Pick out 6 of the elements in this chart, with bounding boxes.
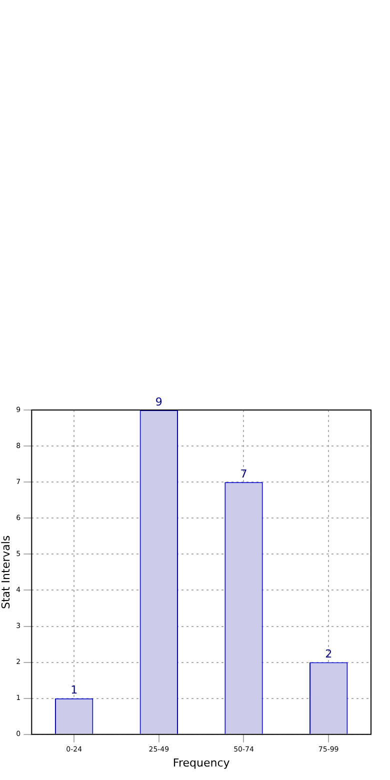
data-label: 1 bbox=[70, 684, 78, 697]
data-label: 9 bbox=[155, 395, 162, 408]
y-axis-title: Stat Intervals bbox=[0, 535, 12, 610]
data-label: 7 bbox=[240, 467, 248, 480]
x-axis-title: Frequency bbox=[172, 756, 230, 770]
data-label: 2 bbox=[325, 648, 332, 661]
